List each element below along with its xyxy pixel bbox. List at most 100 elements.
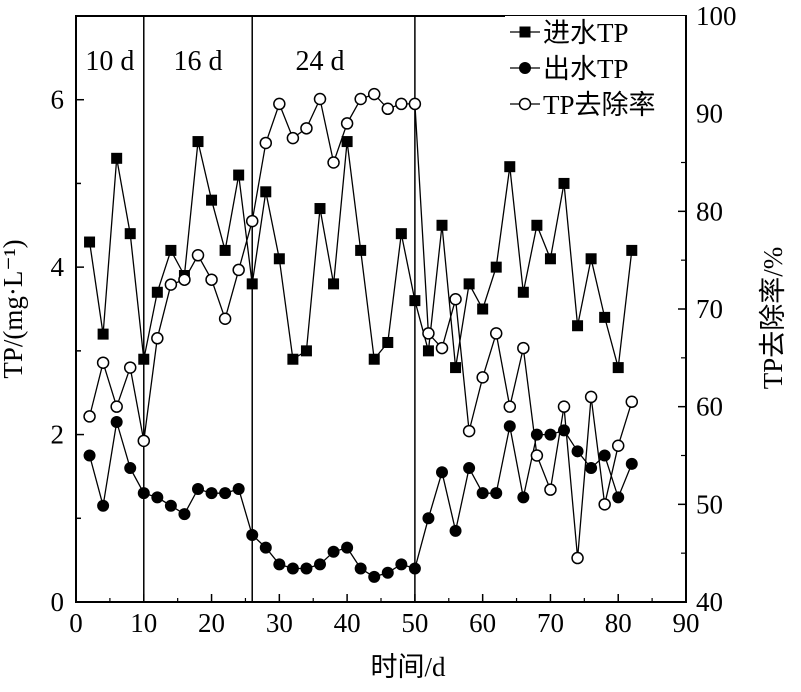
data-point-influent-tp — [233, 169, 245, 181]
y-right-tick-label: 70 — [696, 294, 723, 324]
data-point-influent-tp — [409, 295, 421, 307]
data-point-tp-removal-rate — [544, 483, 557, 496]
data-point-tp-removal-rate — [191, 249, 205, 262]
data-point-tp-removal-rate — [476, 371, 489, 384]
data-point-effluent-tp — [476, 487, 489, 500]
data-point-tp-removal-rate — [517, 341, 530, 355]
data-point-tp-removal-rate — [571, 551, 584, 565]
data-point-effluent-tp — [219, 487, 232, 500]
y-right-tick-label: 80 — [696, 196, 723, 226]
data-point-influent-tp — [355, 244, 367, 256]
series-influent-tp — [84, 136, 638, 374]
x-tick-label: 30 — [266, 608, 293, 638]
y-left-tick-label: 6 — [51, 85, 65, 115]
data-point-influent-tp — [450, 362, 462, 374]
data-point-influent-tp — [585, 253, 597, 265]
data-point-effluent-tp — [327, 545, 340, 558]
data-point-influent-tp — [328, 278, 340, 290]
data-point-influent-tp — [341, 136, 353, 148]
data-point-tp-removal-rate — [354, 92, 367, 106]
data-point-influent-tp — [531, 219, 543, 231]
data-point-tp-removal-rate — [123, 361, 137, 374]
data-point-tp-removal-rate — [178, 273, 191, 286]
data-point-tp-removal-rate — [151, 332, 164, 345]
data-point-influent-tp — [138, 353, 150, 365]
x-tick-label: 90 — [673, 608, 700, 638]
data-point-effluent-tp — [151, 491, 164, 504]
data-point-tp-removal-rate — [327, 156, 340, 169]
series-layer — [83, 87, 639, 583]
data-point-effluent-tp — [598, 449, 611, 462]
data-point-tp-removal-rate — [530, 449, 544, 462]
data-point-effluent-tp — [314, 558, 326, 571]
data-point-tp-removal-rate — [205, 273, 218, 286]
data-point-influent-tp — [111, 152, 123, 164]
data-point-effluent-tp — [300, 562, 313, 575]
data-point-tp-removal-rate — [462, 424, 476, 438]
data-point-tp-removal-rate — [381, 102, 395, 116]
data-point-effluent-tp — [192, 482, 204, 495]
data-point-influent-tp — [287, 353, 299, 365]
data-point-influent-tp — [219, 244, 231, 256]
data-point-influent-tp — [504, 161, 516, 173]
data-point-influent-tp — [422, 345, 434, 357]
y-right-tick-label: 50 — [696, 489, 723, 519]
period-label: 24 d — [296, 46, 345, 77]
legend-label-influent-tp: 进水TP — [543, 18, 629, 48]
data-point-influent-tp — [612, 362, 624, 374]
series-effluent-tp — [83, 416, 638, 583]
legend-label-effluent-tp: 出水TP — [543, 54, 629, 84]
data-point-influent-tp — [151, 286, 163, 298]
data-point-effluent-tp — [612, 491, 625, 504]
data-point-tp-removal-rate — [137, 434, 151, 448]
series-line-effluent-tp — [88, 421, 633, 578]
y-left-tick-label: 4 — [51, 252, 65, 282]
data-point-effluent-tp — [585, 462, 598, 475]
data-point-effluent-tp — [368, 570, 381, 583]
data-point-effluent-tp — [259, 541, 272, 554]
x-tick-label: 70 — [537, 608, 564, 638]
legend-marker-tp-removal-rate — [518, 97, 532, 111]
data-point-influent-tp — [436, 219, 448, 231]
legend-marker-influent-tp — [519, 26, 531, 38]
data-point-effluent-tp — [422, 512, 435, 525]
y-axis-left: 0 2 4 6 — [51, 85, 84, 617]
y-left-tick-label: 2 — [51, 420, 65, 450]
legend: 进水TP 出水TP TP去除率 — [505, 16, 685, 124]
data-point-influent-tp — [206, 194, 218, 206]
data-point-effluent-tp — [137, 487, 150, 500]
data-point-influent-tp — [572, 320, 584, 332]
data-point-effluent-tp — [530, 428, 543, 441]
data-point-tp-removal-rate — [449, 292, 462, 306]
y-right-tick-label: 100 — [696, 1, 737, 31]
data-point-tp-removal-rate — [83, 410, 96, 423]
series-tp-removal-rate — [83, 87, 639, 565]
x-axis: 0 10 20 30 40 50 60 70 80 90 — [69, 594, 700, 638]
data-point-influent-tp — [544, 253, 556, 265]
data-point-tp-removal-rate — [598, 498, 611, 511]
data-point-effluent-tp — [490, 487, 503, 500]
data-point-influent-tp — [490, 261, 502, 273]
x-tick-label: 10 — [130, 608, 157, 638]
y-axis-left-title: TP/(mg·L⁻¹) — [0, 239, 28, 378]
data-point-influent-tp — [273, 253, 285, 265]
x-axis-title: 时间/d — [370, 652, 446, 682]
data-point-effluent-tp — [178, 508, 191, 521]
y-right-tick-label: 60 — [696, 392, 723, 422]
x-tick-label: 0 — [69, 608, 83, 638]
data-point-effluent-tp — [273, 558, 286, 571]
data-point-tp-removal-rate — [286, 131, 300, 145]
data-point-effluent-tp — [232, 482, 245, 495]
data-point-influent-tp — [477, 303, 489, 315]
data-point-tp-removal-rate — [395, 97, 408, 111]
data-point-effluent-tp — [110, 416, 123, 429]
data-point-influent-tp — [463, 278, 475, 290]
data-point-influent-tp — [246, 278, 258, 290]
y-right-tick-label: 40 — [696, 587, 723, 617]
legend-label-tp-removal-rate: TP去除率 — [543, 90, 656, 120]
data-point-tp-removal-rate — [422, 327, 435, 340]
data-point-effluent-tp — [341, 541, 354, 554]
data-point-tp-removal-rate — [557, 400, 571, 413]
data-point-tp-removal-rate — [625, 395, 639, 409]
